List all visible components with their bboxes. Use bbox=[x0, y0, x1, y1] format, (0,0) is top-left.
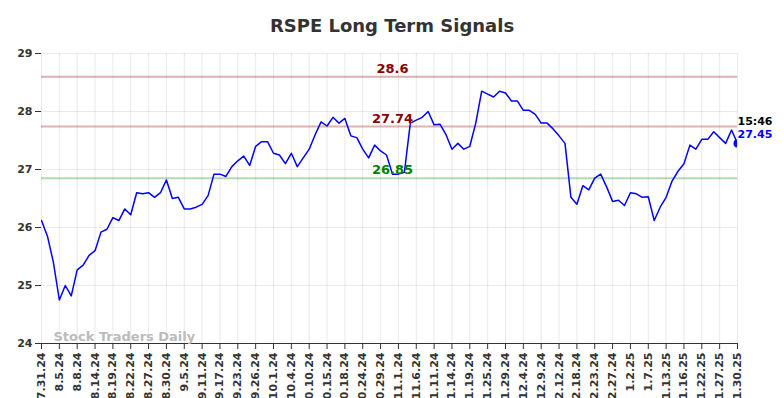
svg-text:24: 24 bbox=[17, 337, 33, 350]
svg-text:9.5.24: 9.5.24 bbox=[178, 352, 191, 391]
svg-text:11.14.24: 11.14.24 bbox=[445, 352, 458, 398]
svg-text:11.11.24: 11.11.24 bbox=[428, 352, 441, 398]
svg-text:7.31.24: 7.31.24 bbox=[35, 352, 48, 398]
svg-text:27: 27 bbox=[17, 163, 32, 176]
svg-text:12.23.24: 12.23.24 bbox=[588, 352, 601, 398]
svg-text:9.26.24: 9.26.24 bbox=[249, 352, 262, 398]
svg-text:27.74: 27.74 bbox=[372, 111, 413, 126]
svg-text:26.85: 26.85 bbox=[372, 162, 413, 177]
svg-text:12.12.24: 12.12.24 bbox=[553, 352, 566, 398]
svg-text:28: 28 bbox=[17, 105, 32, 118]
svg-text:9.23.24: 9.23.24 bbox=[231, 352, 244, 398]
html-text:RSPE Long Term Signals: RSPE Long Term Signals bbox=[269, 15, 515, 36]
svg-text:12.9.24: 12.9.24 bbox=[535, 352, 548, 398]
svg-text:8.22.24: 8.22.24 bbox=[124, 352, 137, 398]
svg-text:11.6.24: 11.6.24 bbox=[410, 352, 423, 398]
svg-text:26: 26 bbox=[17, 221, 33, 234]
svg-text:12.4.24: 12.4.24 bbox=[517, 352, 530, 398]
svg-text:1.22.25: 1.22.25 bbox=[695, 353, 708, 398]
svg-text:25: 25 bbox=[17, 279, 32, 292]
svg-text:8.19.24: 8.19.24 bbox=[106, 352, 119, 398]
svg-text:1.30.25: 1.30.25 bbox=[731, 353, 744, 398]
svg-text:1.16.25: 1.16.25 bbox=[677, 353, 690, 398]
svg-text:10.4.24: 10.4.24 bbox=[285, 352, 298, 398]
svg-text:8.5.24: 8.5.24 bbox=[53, 352, 66, 391]
svg-text:10.29.24: 10.29.24 bbox=[374, 352, 387, 398]
svg-text:11.19.24: 11.19.24 bbox=[463, 352, 476, 398]
svg-text:10.18.24: 10.18.24 bbox=[338, 352, 351, 398]
svg-text:9.11.24: 9.11.24 bbox=[196, 352, 209, 398]
svg-text:1.27.25: 1.27.25 bbox=[713, 353, 726, 398]
svg-text:1.2.25: 1.2.25 bbox=[624, 353, 637, 392]
svg-text:8.30.24: 8.30.24 bbox=[160, 352, 173, 398]
svg-text:15:46: 15:46 bbox=[738, 115, 773, 128]
svg-text:9.17.24: 9.17.24 bbox=[213, 352, 226, 398]
svg-text:8.27.24: 8.27.24 bbox=[142, 352, 155, 398]
svg-text:1.7.25: 1.7.25 bbox=[642, 353, 655, 392]
svg-text:12.27.24: 12.27.24 bbox=[606, 352, 619, 398]
svg-text:12.18.24: 12.18.24 bbox=[570, 352, 583, 398]
svg-text:11.1.24: 11.1.24 bbox=[392, 352, 405, 398]
svg-text:10.24.24: 10.24.24 bbox=[356, 352, 369, 398]
svg-text:1.13.25: 1.13.25 bbox=[660, 353, 673, 398]
svg-text:29: 29 bbox=[17, 47, 32, 60]
svg-text:27.45: 27.45 bbox=[738, 128, 773, 141]
svg-text:10.1.24: 10.1.24 bbox=[267, 352, 280, 398]
svg-text:8.8.24: 8.8.24 bbox=[71, 352, 84, 391]
svg-text:10.15.24: 10.15.24 bbox=[321, 352, 334, 398]
svg-text:10.10.24: 10.10.24 bbox=[303, 352, 316, 398]
svg-text:Stock Traders Daily: Stock Traders Daily bbox=[54, 329, 196, 344]
svg-text:11.25.24: 11.25.24 bbox=[481, 352, 494, 398]
svg-text:8.14.24: 8.14.24 bbox=[89, 352, 102, 398]
svg-text:28.6: 28.6 bbox=[376, 61, 408, 76]
svg-text:11.29.24: 11.29.24 bbox=[499, 352, 512, 398]
